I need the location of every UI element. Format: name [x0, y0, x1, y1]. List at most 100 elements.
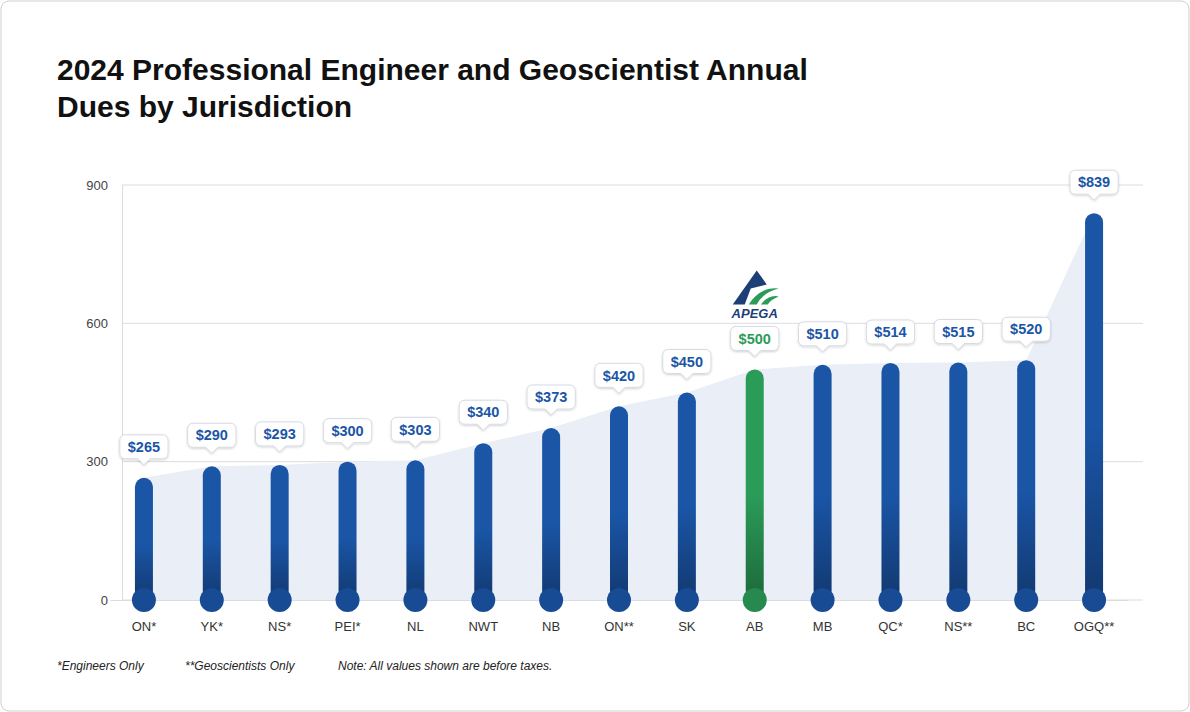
data-label-callout: $293	[256, 422, 304, 452]
data-label-callout: $839	[1070, 170, 1118, 200]
bar-base	[132, 588, 156, 612]
data-label: $373	[535, 389, 567, 405]
data-label-callout: $514	[866, 320, 914, 350]
data-label-callout: $450	[663, 350, 711, 380]
data-label-callout: $300	[323, 419, 371, 449]
x-tick-label: AB	[746, 619, 763, 634]
callout-box	[459, 400, 507, 430]
data-label-callout: $510	[798, 322, 846, 352]
chart-title: 2024 Professional Engineer and Geoscient…	[57, 53, 808, 123]
trend-area	[144, 213, 1094, 600]
y-tick-label: 300	[86, 454, 108, 469]
data-label: $520	[1010, 321, 1042, 337]
y-axis-line	[122, 186, 123, 601]
bar	[474, 443, 492, 600]
bar-base	[811, 588, 835, 612]
callout-box	[391, 417, 439, 447]
bar-base	[200, 588, 224, 612]
bar	[406, 460, 424, 600]
data-label: $839	[1078, 174, 1110, 190]
data-label: $293	[264, 426, 296, 442]
data-label: $500	[739, 331, 771, 347]
callout-box	[866, 320, 914, 350]
data-label: $290	[196, 427, 228, 443]
x-tick-label: ON*	[132, 619, 157, 634]
logo-swoosh-2	[761, 296, 779, 304]
bar	[610, 406, 628, 600]
y-tick-label: 600	[86, 316, 108, 331]
annotation-text: APEGA	[731, 306, 778, 321]
data-label-callout: $265	[120, 435, 168, 465]
bar-base	[268, 588, 292, 612]
logo-mountain	[733, 270, 767, 304]
x-tick-label: OGQ**	[1074, 619, 1114, 634]
x-tick-label: YK*	[201, 619, 223, 634]
callout-box	[256, 422, 304, 452]
y-tick: 900	[86, 178, 122, 193]
callout-box	[527, 385, 575, 415]
bar-base	[336, 588, 360, 612]
callout-box	[663, 350, 711, 380]
grid-line	[122, 323, 1143, 324]
callout-box	[188, 423, 236, 453]
bar-base	[471, 588, 495, 612]
x-tick-label: QC*	[878, 619, 903, 634]
callout-box	[595, 363, 643, 393]
plot-area	[135, 213, 1103, 600]
data-label: $303	[399, 422, 431, 438]
bar	[881, 363, 899, 600]
callout-box	[1070, 170, 1118, 200]
callout-box	[731, 326, 779, 356]
bar	[1085, 213, 1103, 600]
logo-swoosh	[749, 288, 779, 304]
bar-base	[675, 588, 699, 612]
data-label: $265	[128, 439, 160, 455]
annotation-logo: APEGA	[731, 270, 779, 321]
bar	[746, 369, 764, 600]
bar	[542, 428, 560, 600]
data-label-callout: $420	[595, 363, 643, 393]
footnote: *Engineers Only	[57, 659, 145, 673]
y-tick: 600	[86, 316, 122, 331]
callout-box	[120, 435, 168, 465]
callout-box	[323, 419, 371, 449]
callout-box	[798, 322, 846, 352]
x-tick-label: BC	[1017, 619, 1035, 634]
chart-container: 0300600900ON*YK*NS*PEI*NLNWTNBON**SKABMB…	[0, 0, 1190, 712]
callout-box	[1002, 317, 1050, 347]
bar-base	[946, 588, 970, 612]
bar	[1017, 360, 1035, 600]
title-line: 2024 Professional Engineer and Geoscient…	[57, 53, 808, 86]
x-tick-label: ON**	[604, 619, 634, 634]
bar	[203, 466, 221, 600]
data-label: $300	[331, 423, 363, 439]
title-line: Dues by Jurisdiction	[57, 90, 352, 123]
bar-base	[607, 588, 631, 612]
x-tick-label: NS**	[944, 619, 972, 634]
x-tick-label: NS*	[268, 619, 291, 634]
data-label: $450	[671, 354, 703, 370]
bar	[271, 465, 289, 600]
data-label: $510	[806, 326, 838, 342]
footnote: Note: All values shown are before taxes.	[338, 659, 552, 673]
x-tick-label: NB	[542, 619, 560, 634]
y-tick-label: 0	[101, 593, 108, 608]
bar	[339, 462, 357, 600]
data-label: $515	[942, 324, 974, 340]
footnotes: *Engineers Only **Geoscientists Only Note:…	[57, 659, 552, 673]
x-tick-label: NL	[407, 619, 424, 634]
data-label-callout: $303	[391, 417, 439, 447]
data-label-callout: $500	[731, 326, 779, 356]
footnote: **Geoscientists Only	[185, 659, 295, 673]
callout-box	[934, 320, 982, 350]
x-tick-label: SK	[678, 619, 696, 634]
x-tick-label: PEI*	[335, 619, 361, 634]
bar	[678, 393, 696, 601]
y-tick-label: 900	[86, 178, 108, 193]
bar	[949, 363, 967, 600]
bar-base	[878, 588, 902, 612]
data-label-callout: $290	[188, 423, 236, 453]
data-label: $420	[603, 368, 635, 384]
bar-base	[1082, 588, 1106, 612]
bar	[135, 478, 153, 600]
